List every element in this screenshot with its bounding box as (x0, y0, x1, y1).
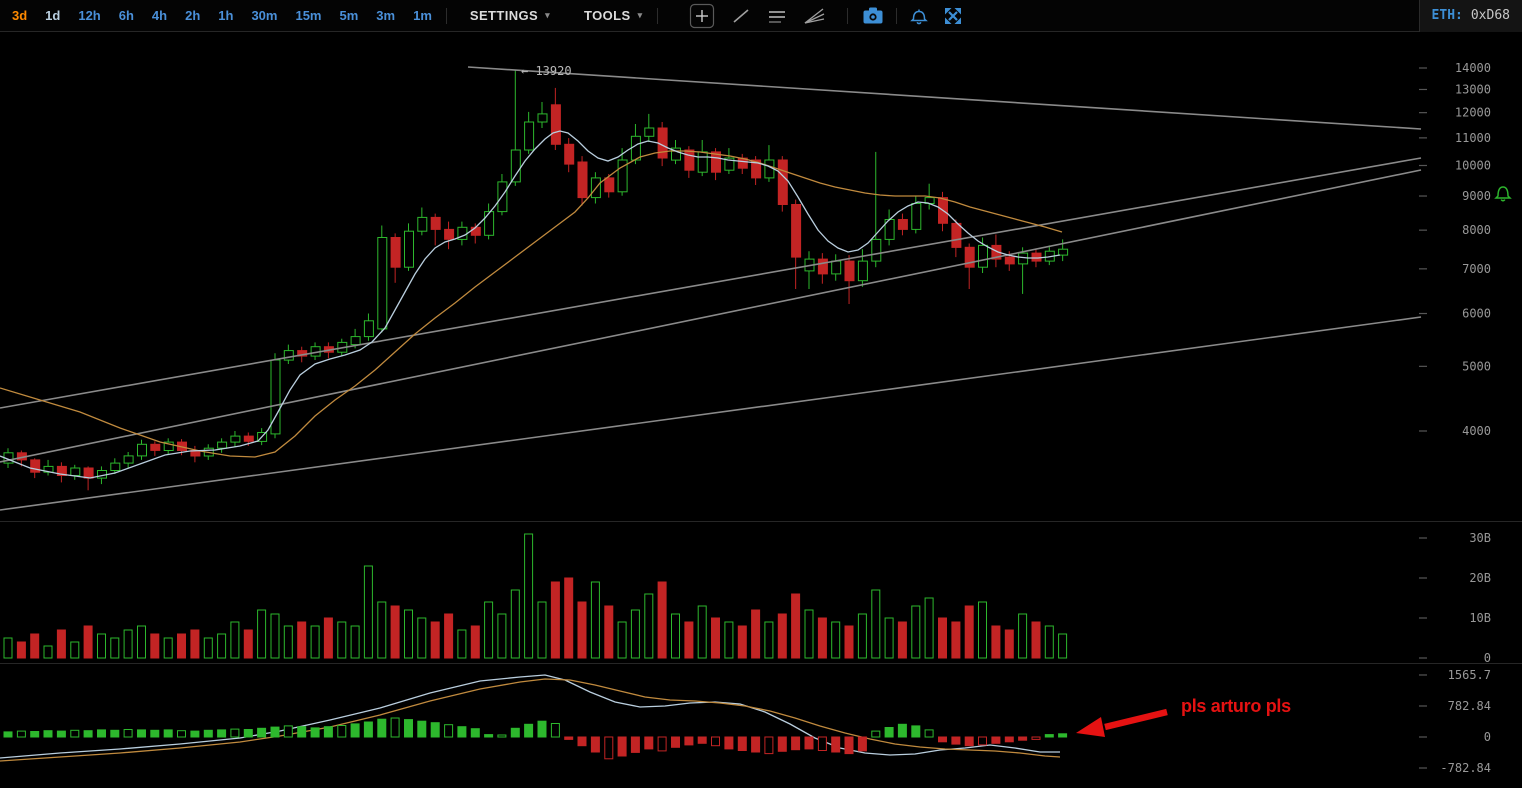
timeframe-group: 3d 1d 12h 6h 4h 2h 1h 30m 15m 5m 3m 1m (0, 7, 452, 24)
tools-menu[interactable]: TOOLS ▾ (584, 8, 642, 23)
screenshot-button[interactable] (863, 7, 883, 24)
fan-lines-tool-button[interactable] (803, 6, 825, 26)
trendline[interactable] (0, 316, 1422, 511)
camera-icon (863, 7, 882, 24)
chevron-down-icon: ▾ (637, 10, 643, 20)
axis-label: 20B (1469, 571, 1491, 585)
bell-icon (909, 9, 928, 24)
timeframe-1m[interactable]: 1m (413, 8, 432, 23)
arrow-head (1076, 717, 1105, 737)
axis-label: 11000 (1455, 131, 1491, 145)
price-alert-bell[interactable] (1494, 186, 1512, 202)
volume-bars (3, 533, 1068, 659)
wallet-value: 0xD68 (1470, 8, 1510, 23)
panel-dividers (0, 521, 1522, 664)
oscillator-signal-lines (0, 674, 1061, 762)
fullscreen-button[interactable] (944, 7, 962, 25)
peak-annotation: ← 13920 (521, 64, 572, 78)
timeframe-30m[interactable]: 30m (251, 8, 278, 23)
axis-label: 6000 (1462, 307, 1491, 321)
tools-label: TOOLS (584, 8, 631, 23)
wallet-badge[interactable]: ETH: 0xD68 (1418, 0, 1522, 32)
settings-menu[interactable]: SETTINGS ▾ (470, 8, 550, 23)
axis-label: 7000 (1462, 262, 1491, 276)
meme-annotation: pls arturo pls (1076, 696, 1291, 737)
toolbar-divider (445, 7, 447, 24)
axis-label: 12000 (1455, 106, 1491, 120)
bell-icon[interactable] (1494, 186, 1512, 199)
timeframe-15m[interactable]: 15m (295, 8, 322, 23)
axis-label: 10000 (1455, 158, 1491, 172)
timeframe-6h[interactable]: 6h (118, 8, 134, 23)
axis-label: 0 (1484, 730, 1491, 744)
axis-label: 13000 (1455, 82, 1491, 96)
settings-label: SETTINGS (469, 8, 539, 23)
toolbar-divider (656, 7, 658, 24)
meme-text: pls arturo pls (1181, 696, 1291, 716)
timeframe-4h[interactable]: 4h (151, 8, 168, 23)
timeframe-12h[interactable]: 12h (78, 8, 101, 23)
timeframe-5m[interactable]: 5m (339, 8, 359, 23)
chevron-down-icon: ▾ (545, 10, 551, 20)
axis-label: 782.84 (1448, 699, 1491, 713)
candlesticks (3, 69, 1069, 491)
crosshair-tool-button[interactable] (689, 3, 715, 29)
axis-label: 0 (1484, 651, 1491, 665)
toolbar-divider (846, 7, 848, 24)
timeframe-3d[interactable]: 3d (12, 8, 28, 23)
peak-price-annotation: ← 13920 (521, 64, 572, 78)
right-axis: 14000 13000 12000 11000 10000 9000 8000 7000 600… (1419, 61, 1491, 775)
trendline[interactable] (467, 66, 1422, 130)
trendline-icon (732, 8, 749, 23)
axis-label: 14000 (1455, 61, 1491, 75)
trendline[interactable] (0, 157, 1422, 409)
fan-lines-icon (804, 7, 824, 24)
axis-label: 5000 (1462, 359, 1491, 373)
axis-label: 9000 (1462, 189, 1491, 203)
toolbar-divider (895, 7, 897, 24)
timeframe-2h[interactable]: 2h (185, 8, 201, 23)
trendline-tool-button[interactable] (731, 6, 751, 26)
timeframe-1d[interactable]: 1d (45, 8, 61, 23)
moving-averages (0, 130, 1063, 479)
axis-label: 8000 (1462, 223, 1491, 237)
toolbar: 3d 1d 12h 6h 4h 2h 1h 30m 15m 5m 3m 1m SETTINGS ▾ T… (0, 0, 1522, 32)
alerts-button[interactable] (909, 7, 928, 25)
expand-icon (944, 7, 961, 24)
crosshair-icon (689, 3, 714, 28)
axis-label: 30B (1469, 531, 1491, 545)
trendlines[interactable] (0, 66, 1422, 511)
horizontal-lines-icon (768, 10, 785, 23)
oscillator-histogram (3, 717, 1068, 760)
axis-label: 4000 (1462, 424, 1491, 438)
wallet-symbol: ETH: (1431, 8, 1463, 23)
arrow-shaft (1104, 708, 1168, 731)
axis-label: 10B (1469, 611, 1491, 625)
horizontal-lines-tool-button[interactable] (767, 6, 787, 26)
timeframe-3m[interactable]: 3m (376, 8, 396, 23)
axis-label: -782.84 (1440, 761, 1491, 775)
trendline[interactable] (0, 169, 1422, 463)
timeframe-1h[interactable]: 1h (218, 8, 234, 23)
axis-label: 1565.7 (1448, 668, 1491, 682)
